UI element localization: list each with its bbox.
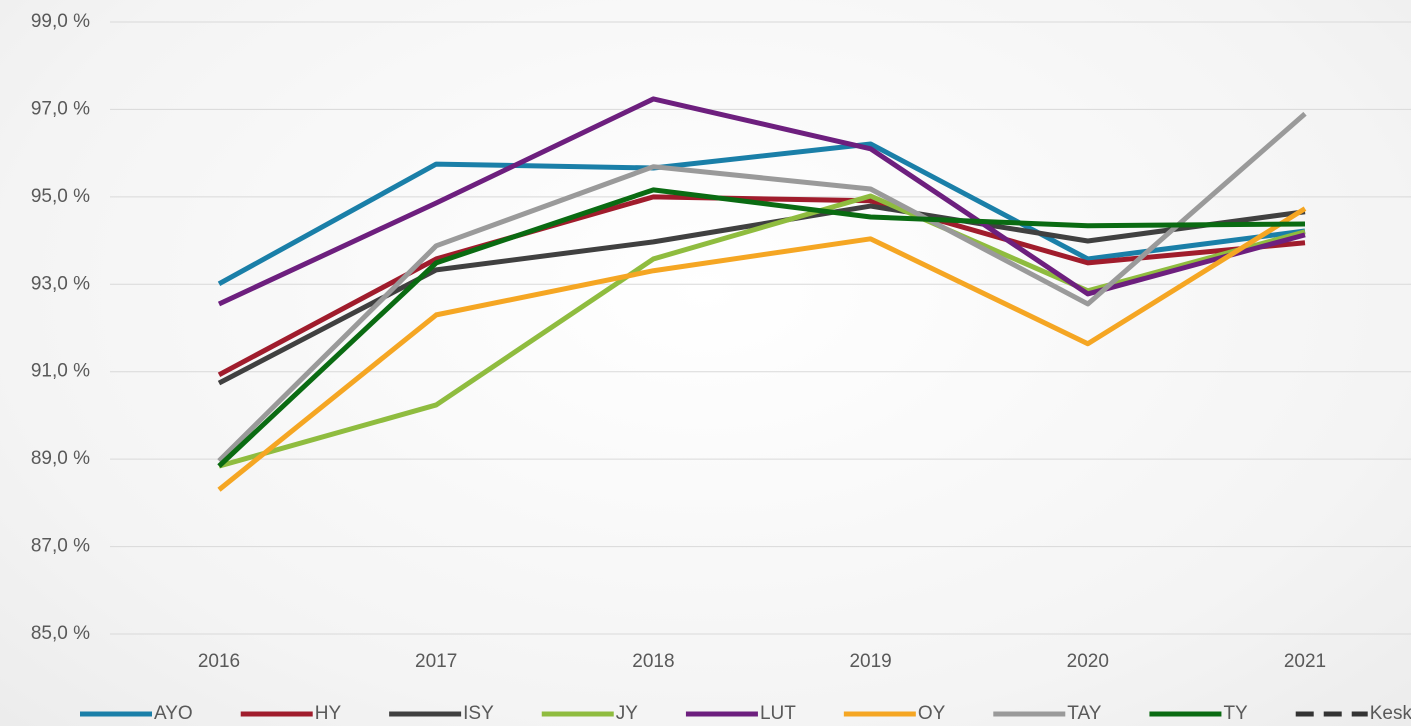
series-line xyxy=(217,187,1306,468)
x-tick-label: 2019 xyxy=(849,651,891,672)
legend-label: OY xyxy=(918,703,946,724)
x-tick-label: 2021 xyxy=(1284,651,1326,672)
x-tick-label: 2018 xyxy=(632,651,674,672)
y-tick-label: 89,0 % xyxy=(31,448,90,469)
x-tick-label: 2016 xyxy=(198,651,240,672)
legend-label: ISY xyxy=(463,703,494,724)
legend-label: TAY xyxy=(1067,703,1101,724)
x-tick-label: 2017 xyxy=(415,651,457,672)
series-line xyxy=(217,206,1307,492)
y-tick-label: 99,0 % xyxy=(31,11,90,32)
y-tick-label: 95,0 % xyxy=(31,186,90,207)
legend-label: LUT xyxy=(760,703,796,724)
legend-label: AYO xyxy=(154,703,193,724)
series-line xyxy=(217,141,1306,287)
legend-label: TY xyxy=(1223,703,1248,724)
series-line xyxy=(217,111,1307,463)
series-line xyxy=(217,96,1306,307)
y-tick-label: 97,0 % xyxy=(31,98,90,119)
series-line xyxy=(217,203,1306,386)
x-tick-label: 2020 xyxy=(1067,651,1109,672)
legend-label: Keskiarvo xyxy=(1370,703,1411,724)
series-line xyxy=(218,193,1306,469)
legend-label: JY xyxy=(616,703,639,724)
y-tick-label: 93,0 % xyxy=(31,273,90,294)
y-tick-label: 91,0 % xyxy=(31,361,90,382)
legend-label: HY xyxy=(315,703,342,724)
y-tick-label: 87,0 % xyxy=(31,536,90,557)
y-tick-label: 85,0 % xyxy=(31,623,90,644)
